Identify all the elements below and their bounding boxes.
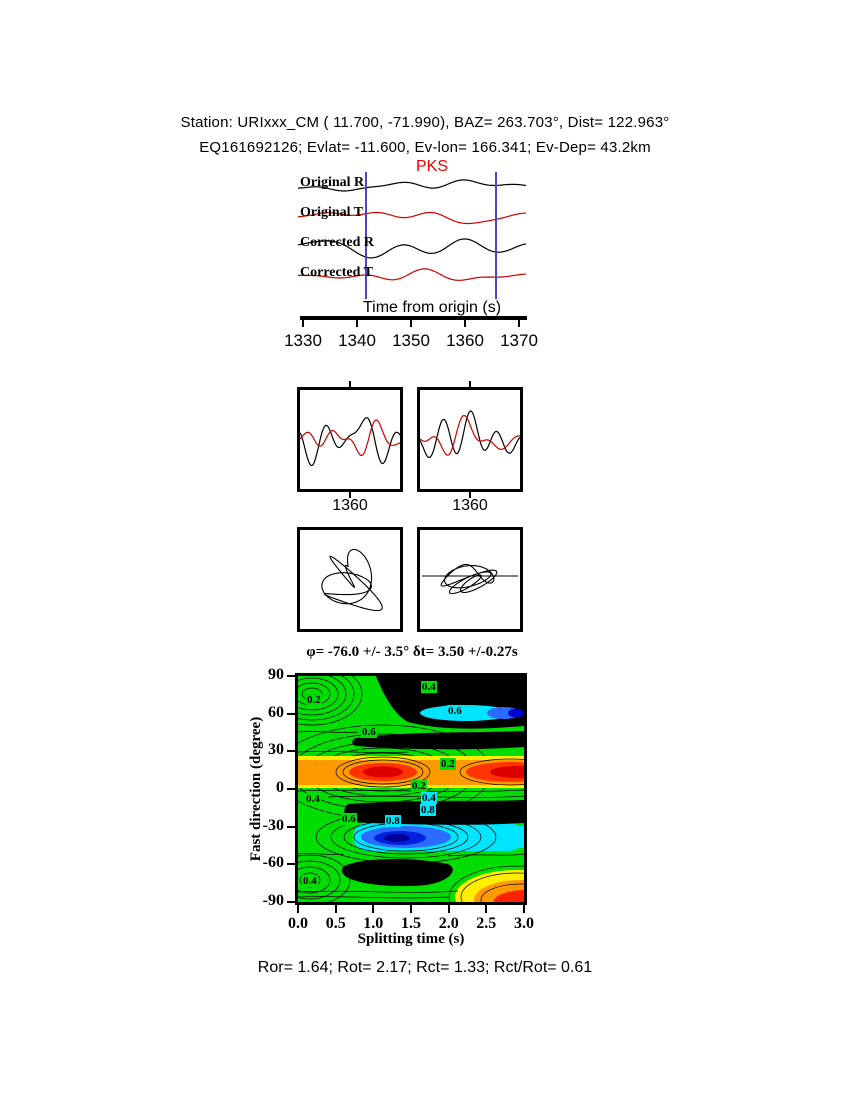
fast-direction-tick — [287, 825, 295, 828]
splitting-time-tick — [410, 905, 412, 913]
fast-direction-tick-label: 0 — [276, 779, 284, 796]
window-box-center-tick — [349, 492, 351, 498]
quality-stats-line: Ror= 1.64; Rot= 2.17; Rct= 1.33; Rct/Rot… — [257, 959, 593, 976]
phase-label: PKS — [415, 158, 448, 175]
window-box-center-tick — [349, 381, 351, 387]
time-axis-tick — [464, 320, 466, 327]
trace-label-original-r: Original R — [300, 175, 365, 190]
fast-direction-tick-label: 30 — [268, 741, 284, 759]
contour-level-label: 0.8 — [420, 804, 436, 816]
event-info-line: EQ161692126; Evlat= -11.600, Ev-lon= 166… — [199, 139, 651, 156]
analysis-window-end-marker — [495, 172, 497, 299]
time-axis-tick-label: 1370 — [500, 331, 538, 350]
time-axis-tick — [302, 320, 304, 327]
fast-direction-tick — [287, 788, 295, 790]
analysis-window-start-marker — [365, 172, 367, 299]
time-axis-tick-label: 1360 — [446, 331, 484, 350]
trace-label-original-t: Original T — [300, 205, 364, 220]
particle-motion-box-corrected — [417, 527, 523, 632]
contour-level-label: 0.6 — [361, 726, 377, 738]
window-box-center-tick — [469, 492, 471, 498]
time-axis-label: Time from origin (s) — [362, 299, 502, 316]
contour-level-label: 0.6 — [447, 705, 463, 717]
contour-level-label: 0.8 — [385, 815, 401, 827]
station-info-line: Station: URIxxx_CM ( 11.700, -71.990), B… — [180, 114, 670, 131]
trace-label-corrected-t: Corrected T — [300, 265, 373, 280]
splitting-time-axis-label: Splitting time (s) — [357, 931, 465, 947]
time-axis-tick-label: 1350 — [392, 331, 430, 350]
splitting-time-tick-label: 2.5 — [476, 915, 497, 932]
time-axis-tick-label: 1330 — [284, 331, 322, 350]
waveform-window-box-original — [297, 387, 403, 492]
fast-direction-tick — [287, 863, 295, 866]
contour-level-label: 0.2 — [440, 758, 456, 770]
contour-level-label: 0.4 — [421, 792, 437, 804]
fast-direction-tick — [287, 712, 295, 715]
fast-direction-tick — [287, 901, 295, 903]
splitting-result-title: φ= -76.0 +/- 3.5° δt= 3.50 +/-0.27s — [306, 644, 518, 660]
window-box-tick-label-left: 1360 — [332, 497, 368, 514]
fast-direction-tick — [287, 750, 295, 753]
window-box-center-tick — [469, 381, 471, 387]
splitting-time-tick — [523, 905, 525, 913]
splitting-time-tick-label: 0.0 — [288, 915, 308, 932]
trace-label-corrected-r: Corrected R — [300, 235, 374, 250]
fast-direction-tick-label: -90 — [262, 892, 284, 909]
contour-level-label: 0.4 — [421, 681, 437, 693]
fast-direction-tick-label: 90 — [268, 666, 284, 683]
splitting-time-tick — [485, 905, 488, 913]
fast-direction-tick-label: -30 — [262, 816, 284, 834]
splitting-time-tick-label: 3.0 — [514, 915, 534, 932]
splitting-time-tick — [334, 905, 337, 913]
splitting-time-tick-label: 2.0 — [438, 915, 459, 932]
contour-level-label: 0.6 — [341, 813, 357, 825]
splitting-time-tick — [447, 905, 450, 913]
fast-direction-tick-label: 60 — [268, 703, 284, 721]
seismogram-traces-plot — [298, 179, 526, 281]
contour-level-label: 0.2 — [411, 780, 427, 792]
contour-level-label: 0.2 — [306, 694, 322, 706]
time-axis-tick-label: 1340 — [338, 331, 376, 350]
splitting-time-tick — [297, 905, 299, 913]
time-axis-tick — [356, 320, 358, 327]
window-box-tick-label-right: 1360 — [452, 497, 488, 514]
time-axis-tick — [410, 320, 412, 327]
splitting-time-tick-label: 1.5 — [401, 915, 421, 932]
time-axis — [300, 316, 527, 320]
splitting-time-tick-label: 0.5 — [325, 915, 346, 932]
contour-level-label: 0.4 — [305, 793, 321, 805]
fast-direction-tick — [287, 675, 295, 677]
splitting-time-tick — [372, 905, 375, 913]
contour-level-label: 0.4 — [302, 875, 318, 887]
waveform-window-box-corrected — [417, 387, 523, 492]
time-axis-tick — [518, 320, 520, 327]
splitting-time-tick-label: 1.0 — [363, 915, 384, 932]
particle-motion-box-original — [297, 527, 403, 632]
fast-direction-tick-label: -60 — [262, 854, 284, 872]
